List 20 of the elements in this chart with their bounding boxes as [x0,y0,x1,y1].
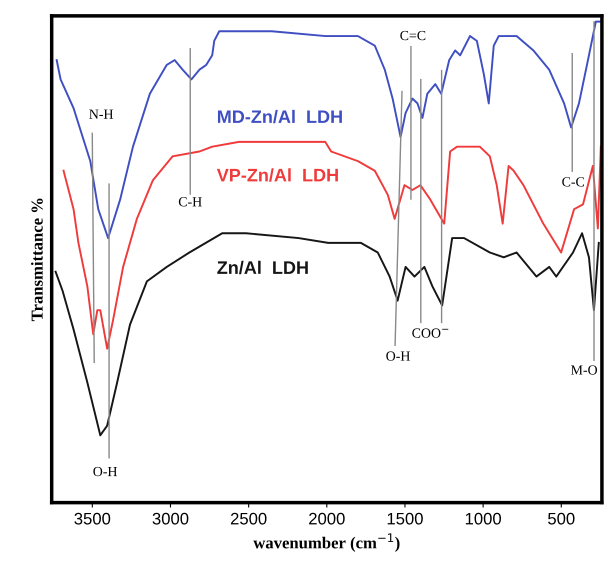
series-label: VP-Zn/Al LDH [216,168,338,182]
x-tick-label: 2000 [309,512,345,525]
text: MD-Zn/Al LDH [218,110,342,124]
annotation: O-H [93,466,118,476]
x-tick-label: 3500 [74,512,110,525]
x-tick-label: 2500 [230,512,267,525]
x-axis-title: wavenumber (cm$^{−1}$) [253,533,400,552]
x-tick-label: 500 [548,512,575,525]
x-tick-label: 1000 [466,512,502,525]
y-axis-title: Transmittance % [31,198,43,322]
annotation: N-H [89,110,114,119]
x-tick-label: 3000 [152,512,188,525]
annotation: C-C [562,177,584,187]
annotation: O-H [386,351,410,361]
series-label: Zn/Al LDH [217,260,308,274]
annotation: C=C [400,30,426,40]
annotation: M-O [571,365,598,375]
annotation: COO$^{−}$ [412,328,448,338]
x-tick-label: 1500 [388,512,423,525]
annotation: C-H [178,197,202,206]
